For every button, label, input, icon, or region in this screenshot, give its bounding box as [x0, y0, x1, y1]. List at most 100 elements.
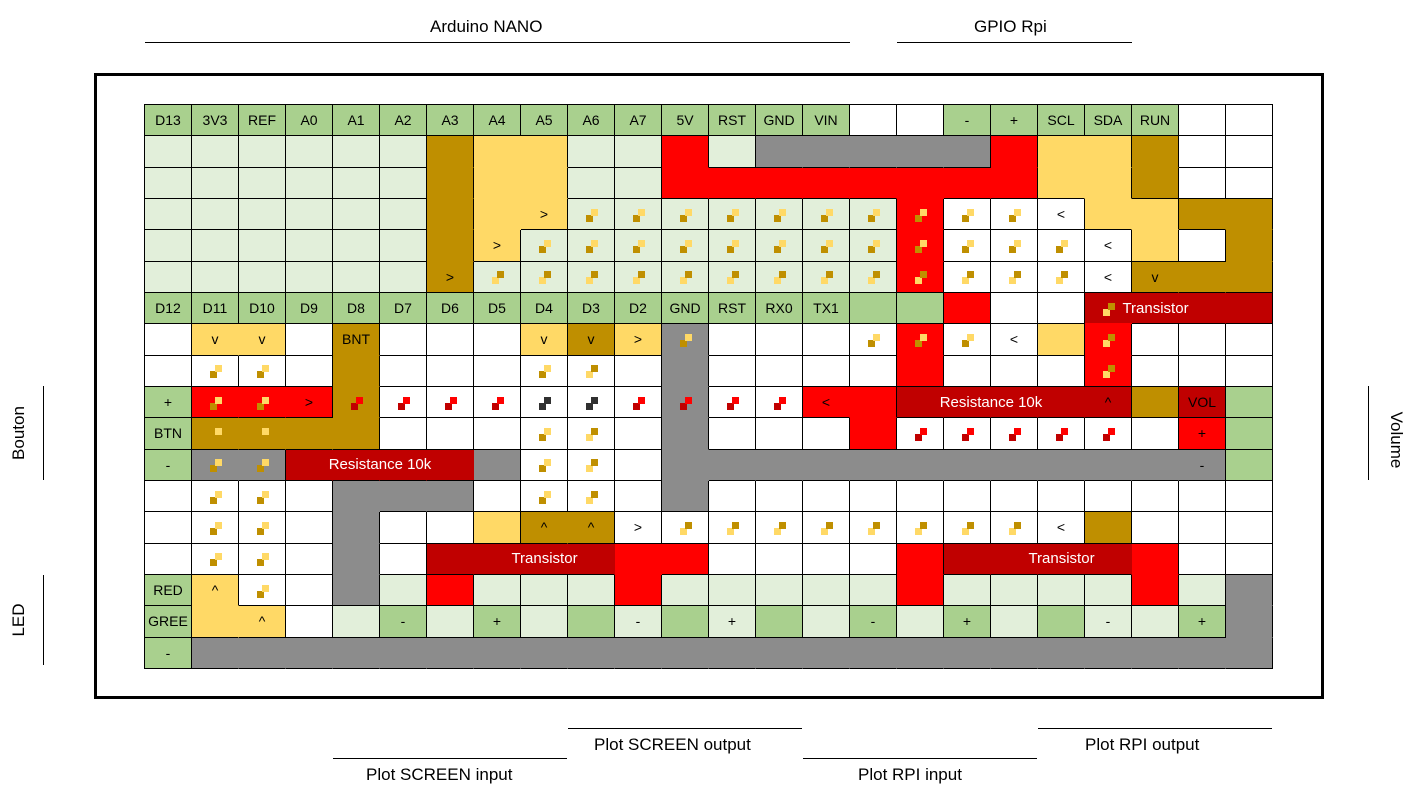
grid-cell [239, 230, 286, 262]
grid-cell [944, 355, 991, 387]
grid-cell: + [709, 606, 756, 638]
side-label-bouton: Bouton [9, 406, 28, 460]
grid-cell [145, 230, 192, 262]
pin-label: D11 [202, 300, 228, 317]
pin-label: < [1103, 268, 1113, 285]
pin-label: D7 [394, 300, 412, 317]
led-bracket [43, 575, 44, 665]
pin-label: + [962, 613, 972, 630]
grid-cell: + [474, 606, 521, 638]
grid-cell [756, 543, 803, 575]
pin-label: ^ [258, 613, 266, 630]
grid-cell [662, 136, 709, 168]
grid-cell [192, 167, 239, 199]
solder-point [637, 240, 645, 247]
grid-cell [756, 606, 803, 638]
solder-point [538, 496, 546, 504]
pin-label: - [400, 613, 406, 630]
grid-cell [1179, 324, 1226, 356]
grid-cell: D6 [427, 293, 474, 325]
grid-cell [380, 418, 427, 450]
solder-point [1013, 271, 1021, 279]
solder-point [214, 428, 222, 435]
plot-screen-input-line [333, 758, 567, 759]
grid-cell [991, 293, 1038, 325]
pin-label: ^ [587, 519, 595, 536]
grid-cell [1132, 324, 1179, 356]
solder-point [914, 340, 922, 347]
grid-cell: ^ [239, 606, 286, 638]
grid-cell [427, 637, 474, 669]
grid-cell [1132, 606, 1179, 638]
solder-point [590, 271, 598, 279]
grid-cell [333, 387, 380, 419]
grid-cell [850, 418, 897, 450]
grid-cell: GREE [145, 606, 192, 638]
grid-cell [145, 355, 192, 387]
grid-cell [1226, 324, 1273, 356]
plot-rpi-input-label: Plot RPI input [858, 765, 962, 784]
solder-point [590, 208, 598, 216]
solder-point [773, 528, 781, 535]
solder-point [731, 208, 739, 216]
grid-cell [474, 512, 521, 544]
grid-cell [1132, 418, 1179, 450]
grid-cell [474, 575, 521, 607]
grid-cell: VOL [1179, 387, 1226, 419]
bouton-bracket [43, 386, 44, 480]
grid-cell [333, 355, 380, 387]
grid-cell [756, 167, 803, 199]
solder-point [355, 396, 363, 404]
grid-cell [145, 543, 192, 575]
solder-point [872, 208, 880, 216]
grid-cell [991, 575, 1038, 607]
solder-point [820, 214, 828, 222]
solder-point [961, 434, 969, 441]
solder-point [919, 208, 927, 216]
solder-point [543, 428, 551, 435]
solder-point [543, 271, 551, 279]
solder-point [585, 277, 593, 285]
grid-cell [756, 355, 803, 387]
grid-cell [568, 261, 615, 293]
grid-cell: BNT [333, 324, 380, 356]
grid-cell [1179, 481, 1226, 513]
solder-point [256, 590, 264, 598]
solder-point [778, 396, 786, 404]
grid-cell: - [615, 606, 662, 638]
solder-point [449, 396, 457, 404]
grid-cell: A1 [333, 105, 380, 137]
grid-cell [333, 637, 380, 669]
pin-label: < [1056, 519, 1066, 536]
grid-cell [1226, 543, 1273, 575]
grid-cell: A6 [568, 105, 615, 137]
solder-point [1055, 434, 1063, 441]
grid-cell [568, 606, 615, 638]
grid-cell: RST [709, 293, 756, 325]
pin-label: - [165, 456, 171, 473]
solder-point [966, 208, 974, 216]
solder-point [961, 246, 969, 253]
pin-label: TX1 [813, 300, 839, 317]
grid-cell: ^ [192, 575, 239, 607]
pin-label: ^ [540, 519, 548, 536]
solder-point [543, 490, 551, 498]
grid-cell [897, 167, 944, 199]
solder-point [867, 246, 875, 253]
solder-point [209, 528, 217, 535]
pin-label: > [492, 237, 502, 254]
grid-cell [568, 167, 615, 199]
pin-label: - [870, 613, 876, 630]
side-label-volume: Volume [1387, 411, 1406, 469]
solder-point [1102, 434, 1110, 441]
solder-point [256, 465, 264, 473]
grid-cell [709, 449, 756, 481]
pin-label: - [165, 644, 171, 661]
grid-cell [568, 637, 615, 669]
grid-cell [615, 355, 662, 387]
solder-point [726, 528, 734, 535]
solder-point [1055, 246, 1063, 253]
solder-point [919, 240, 927, 247]
pin-label: A3 [441, 112, 459, 129]
grid-cell [145, 136, 192, 168]
